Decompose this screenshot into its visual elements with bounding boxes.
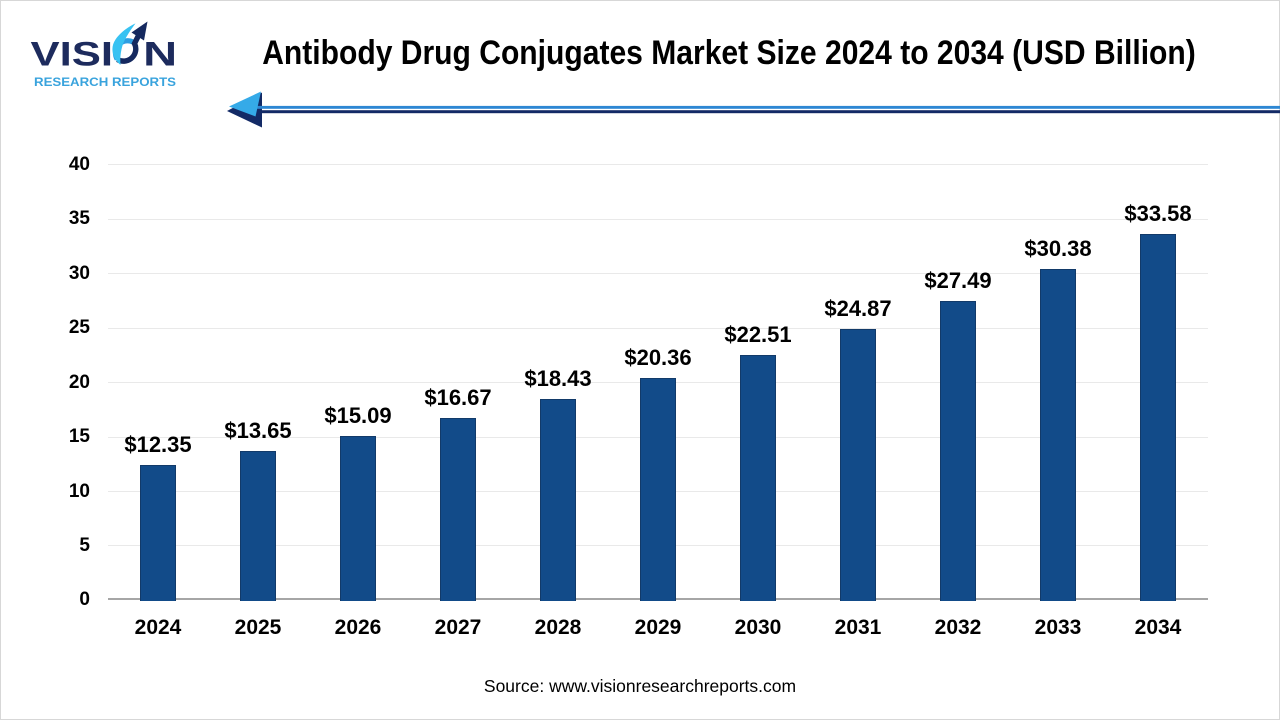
svg-text:RESEARCH REPORTS: RESEARCH REPORTS xyxy=(34,75,176,89)
svg-text:VISI: VISI xyxy=(31,36,114,74)
svg-text:N: N xyxy=(143,36,177,74)
